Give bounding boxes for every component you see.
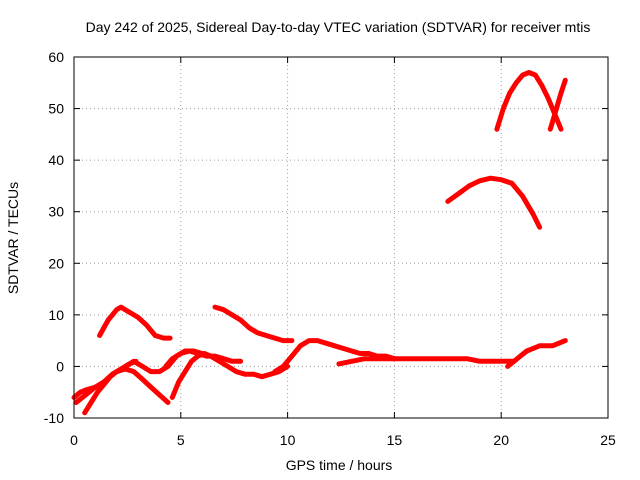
y-tick-label: 10 (48, 307, 64, 323)
x-tick-label: 0 (70, 432, 78, 448)
series-sat-j (336, 356, 517, 367)
x-tick-label: 15 (387, 432, 403, 448)
y-axis-label: SDTVAR / TECUs (5, 182, 21, 294)
x-tick-label: 25 (600, 432, 616, 448)
plot-frame (73, 56, 609, 419)
series-sat-g (169, 351, 291, 400)
series-sat-m (494, 70, 564, 132)
chart-title: Day 242 of 2025, Sidereal Day-to-day VTE… (86, 19, 591, 35)
series-layer (71, 70, 568, 416)
series-sat-i (272, 338, 397, 375)
x-tick-label: 20 (493, 432, 509, 448)
tick-layer: 0 5 10 15 20 25 -10 0 10 20 30 40 50 60 (44, 49, 616, 448)
y-tick-label: 50 (48, 101, 64, 117)
y-tick-label: -10 (44, 410, 64, 426)
series-sat-l (445, 175, 543, 230)
y-tick-label: 0 (56, 358, 64, 374)
x-tick-label: 5 (177, 432, 185, 448)
x-tick-label: 10 (280, 432, 296, 448)
x-axis-label: GPS time / hours (286, 457, 393, 473)
series-sat-k (505, 338, 568, 369)
series-sat-d (82, 366, 171, 416)
y-tick-label: 60 (48, 49, 64, 65)
series-sat-n (547, 77, 568, 132)
y-tick-label: 30 (48, 204, 64, 220)
series-sat-a (97, 304, 173, 341)
y-tick-label: 20 (48, 255, 64, 271)
series-sat-h (212, 304, 295, 344)
y-tick-label: 40 (48, 152, 64, 168)
series-sat-c (73, 384, 98, 405)
